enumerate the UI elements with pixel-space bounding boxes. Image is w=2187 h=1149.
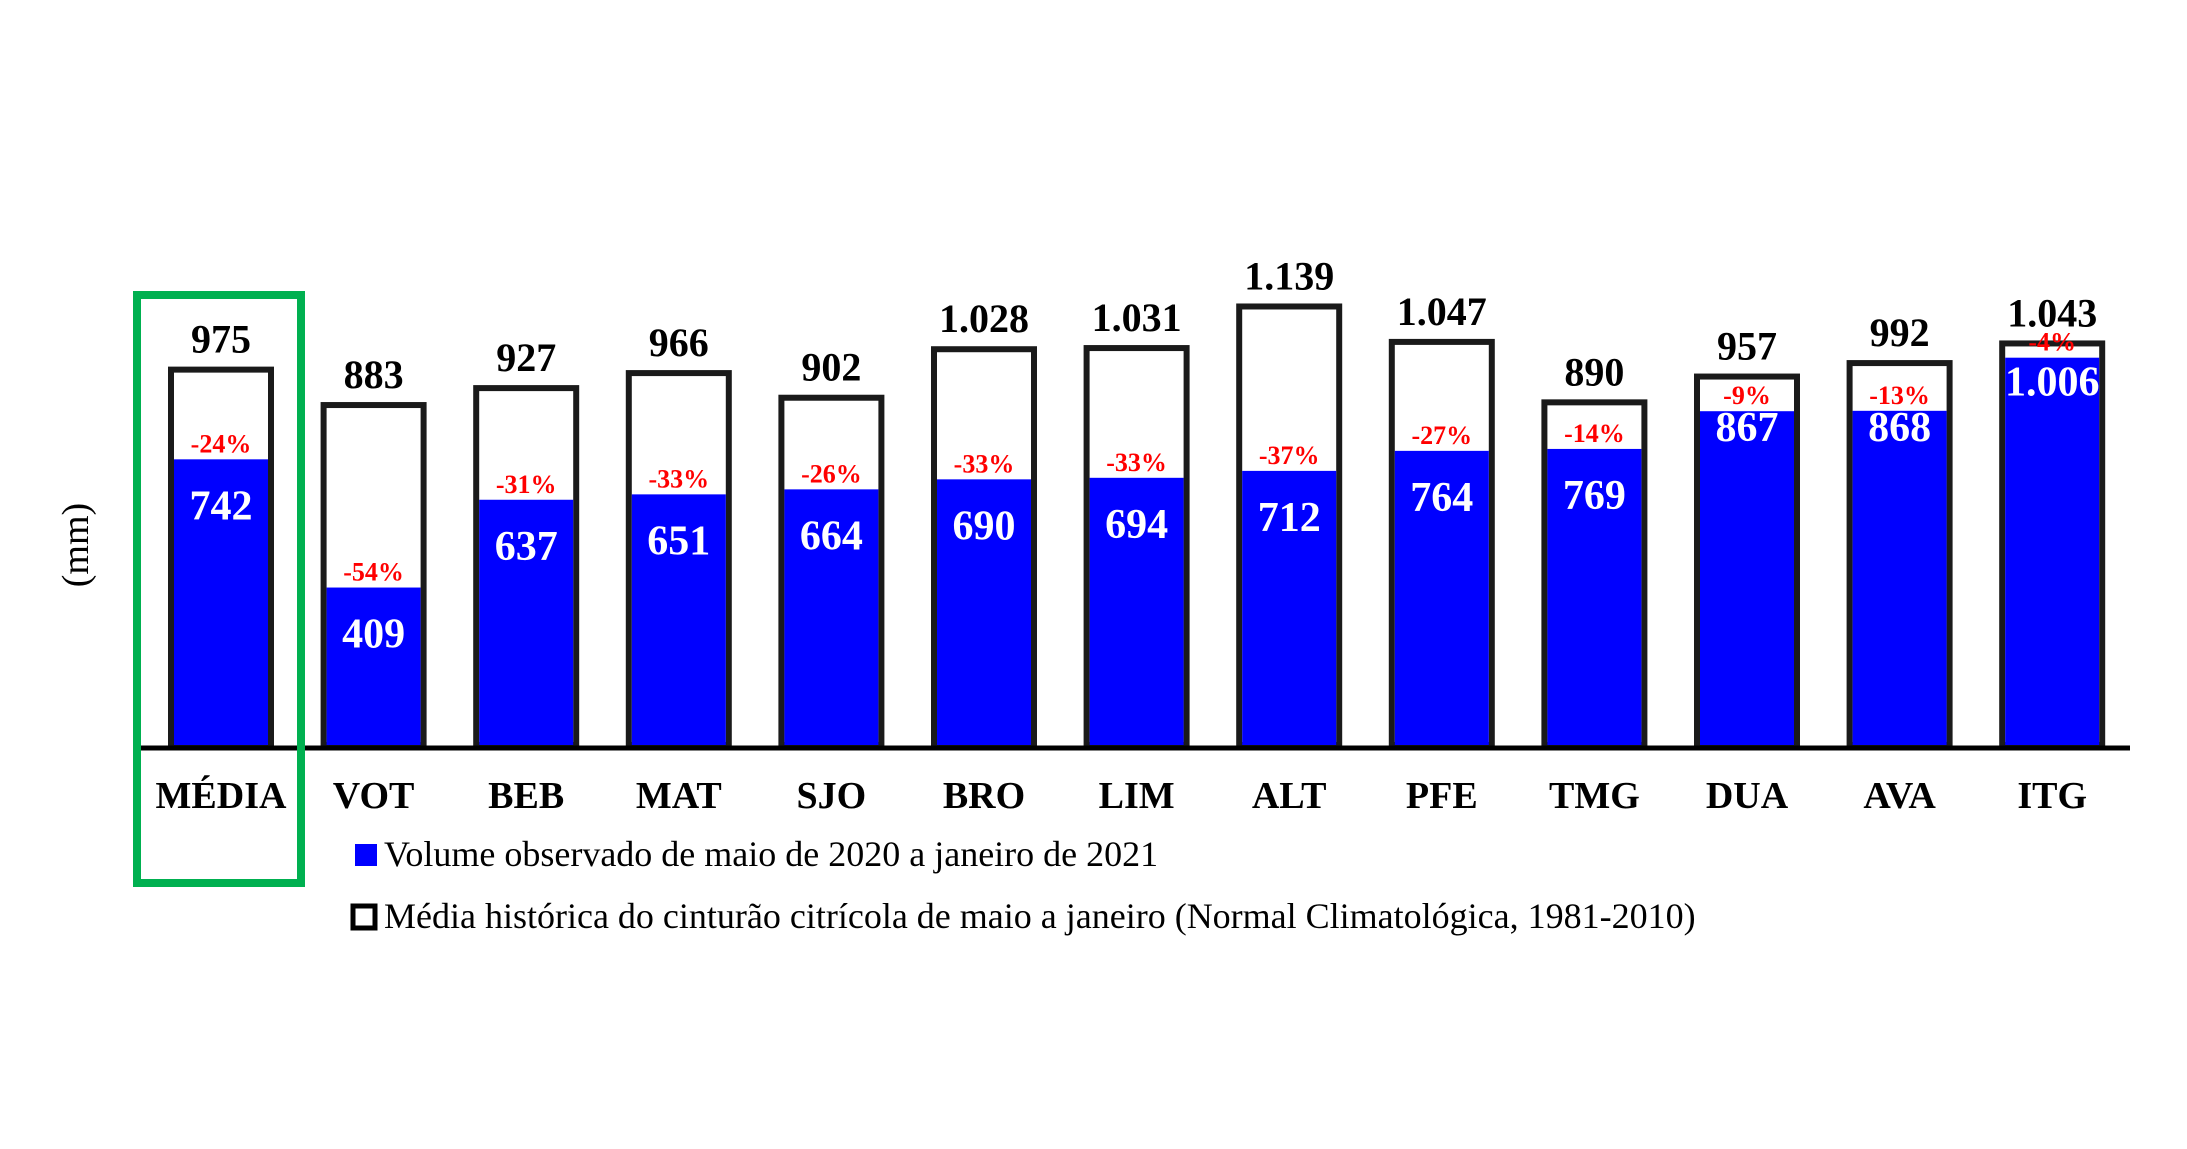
historic-value-label: 883 [344,352,404,397]
category-label: AVA [1863,775,1936,817]
deviation-label: -27% [1411,421,1472,450]
category-label: DUA [1706,775,1789,817]
deviation-label: -13% [1869,381,1930,410]
observed-bar [2005,357,2100,745]
observed-value-label: 712 [1258,495,1321,541]
observed-bar [1394,450,1489,745]
observed-bar [1852,410,1947,745]
observed-value-label: 690 [953,503,1016,549]
observed-value-label: 1.006 [2005,360,2100,406]
historic-value-label: 927 [496,335,556,380]
legend-swatch-historic [350,903,378,931]
deviation-label: -4% [2028,328,2076,357]
legend-label-observed: Volume observado de maio de 2020 a janei… [384,834,1158,874]
observed-value-label: 764 [1410,475,1473,521]
historic-value-label: 975 [191,317,251,362]
legend: Volume observado de maio de 2020 a janei… [350,834,1696,936]
historic-value-label: 966 [649,320,709,365]
historic-value-label: 902 [801,345,861,390]
deviation-label: -54% [343,558,404,587]
observed-bar [174,459,268,745]
observed-bar [937,479,1031,745]
category-label: VOT [333,775,415,817]
observed-value-label: 867 [1716,405,1779,451]
legend-label-historic: Média histórica do cinturão citrícola de… [384,896,1696,936]
observed-value-label: 651 [647,518,710,564]
observed-value-label: 694 [1105,502,1168,548]
deviation-label: -33% [1106,448,1167,477]
observed-bar [784,489,879,745]
legend-swatch-observed [355,844,377,866]
category-label: MÉDIA [156,775,287,817]
category-label: TMG [1549,775,1640,817]
deviation-label: -31% [496,470,557,499]
observed-value-label: 868 [1868,405,1931,451]
category-label: ALT [1252,775,1327,817]
bars-group [168,303,2106,748]
observed-bar [1700,411,1794,745]
category-label: LIM [1099,775,1175,817]
deviation-label: -37% [1259,441,1320,470]
historic-value-label: 1.043 [2007,290,2097,335]
observed-value-label: 637 [495,524,558,570]
category-label: SJO [797,775,867,817]
observed-bar [326,587,421,745]
deviation-label: -9% [1723,381,1771,410]
historic-value-label: 1.139 [1244,253,1334,298]
historic-value-label: 1.028 [939,296,1029,341]
media-highlight-box [133,291,305,887]
observed-bar [1089,477,1184,745]
observed-bar [479,499,574,745]
observed-value-label: 742 [190,483,253,529]
observed-bar [1242,470,1337,745]
historic-value-label: 1.047 [1397,289,1487,334]
observed-bar [1547,448,1642,745]
observed-bar [631,494,726,745]
historic-value-label: 890 [1564,349,1624,394]
deviation-label: -24% [191,429,252,458]
observed-value-label: 769 [1563,473,1626,519]
deviation-label: -33% [954,449,1015,478]
deviation-label: -26% [801,459,862,488]
category-label: PFE [1406,775,1478,817]
category-label: MAT [636,775,722,817]
observed-value-label: 664 [800,513,863,559]
observed-value-label: 409 [342,612,405,658]
deviation-label: -33% [648,464,709,493]
historic-value-label: 1.031 [1092,295,1182,340]
deviation-label: -14% [1564,419,1625,448]
historic-value-label: 957 [1717,324,1777,369]
category-label: BRO [943,775,1025,817]
category-label: BEB [488,775,564,817]
category-label: ITG [2017,775,2087,817]
historic-value-label: 992 [1870,310,1930,355]
labels-group: 975 -24% 742 MÉDIA 883 -54% 409 VOT 927 -31% 637 BE… [156,253,2100,817]
y-axis-label: (mm) [55,503,97,587]
